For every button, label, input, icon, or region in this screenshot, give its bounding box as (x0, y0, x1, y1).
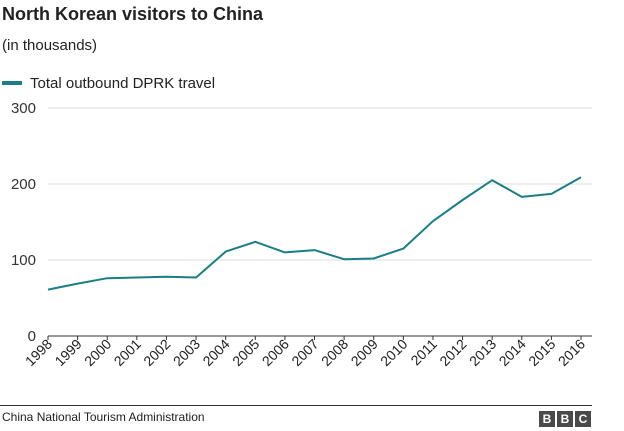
x-tick-label: 2016 (555, 336, 588, 369)
bbc-logo-letter: C (575, 411, 591, 427)
series-line (47, 176, 582, 291)
x-tick-label: 2011 (407, 336, 440, 369)
x-tick-label: 2010 (377, 336, 410, 369)
x-tick-label: 2002 (140, 336, 173, 369)
footer-divider (0, 405, 592, 406)
x-tick-label: 2015 (525, 336, 558, 369)
x-tick-label: 2012 (436, 336, 469, 369)
chart-subtitle: (in thousands) (2, 37, 98, 54)
x-tick-label: 2007 (288, 336, 321, 369)
y-tick-label: 300 (11, 100, 36, 117)
legend: Total outbound DPRK travel (2, 73, 215, 93)
source-note: China National Tourism Administration (2, 410, 205, 424)
x-tick-label: 2009 (347, 336, 380, 369)
y-tick-label: 0 (28, 328, 36, 345)
x-tick-label: 2003 (170, 336, 203, 369)
x-tick-label: 2008 (318, 336, 351, 369)
bbc-logo-letter: B (557, 411, 573, 427)
x-tick-label: 2006 (259, 336, 292, 369)
y-tick-label: 200 (11, 176, 36, 193)
x-tick-label: 2001 (111, 336, 144, 369)
bbc-logo: B B C (539, 411, 591, 427)
legend-swatch (2, 81, 22, 85)
x-tick-label: 2014 (496, 336, 529, 369)
legend-label: Total outbound DPRK travel (30, 74, 216, 92)
bbc-logo-letter: B (539, 411, 555, 427)
x-tick-label: 1999 (51, 336, 84, 369)
x-tick-label: 2000 (81, 336, 114, 369)
x-tick-label: 2004 (199, 336, 232, 369)
y-tick-label: 100 (11, 252, 36, 269)
x-tick-label: 2013 (466, 336, 499, 369)
x-tick-label: 2005 (229, 336, 262, 369)
chart-title: North Korean visitors to China (2, 4, 264, 24)
